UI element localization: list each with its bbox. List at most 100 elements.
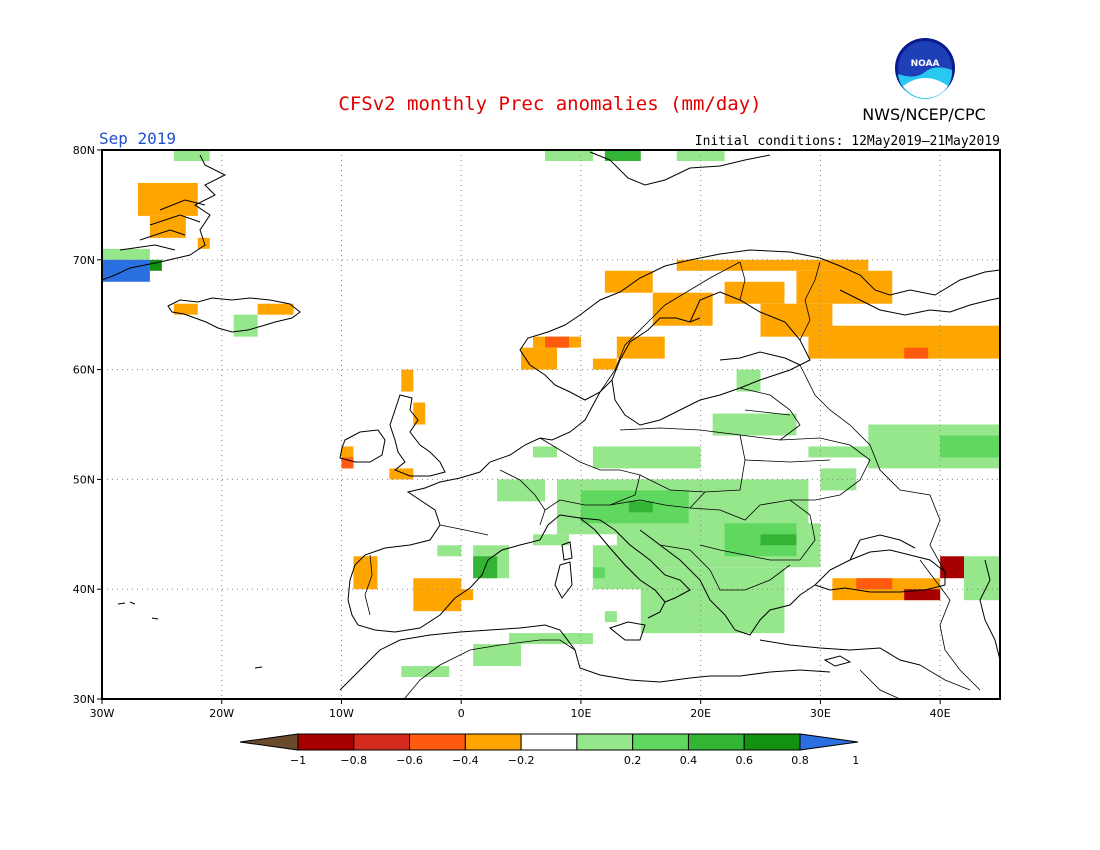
anomaly-region-0 [137,182,198,216]
lon-tick-label: 30E [810,707,831,720]
colorbar-bin [464,733,522,751]
anomaly-region-18 [545,336,569,348]
coastlines [102,151,1000,691]
border-finland-russia [799,261,821,341]
border-middle-east [859,664,971,699]
anomaly-region-39 [628,501,653,513]
anomaly-region-34 [940,556,965,579]
anomaly-region-64 [604,150,641,161]
sicily-coast [608,621,646,641]
anomaly-region-21 [592,358,617,370]
colorbar-bin [520,733,578,751]
colorbar-label: 0.6 [735,754,753,767]
anomaly-region-3 [173,150,210,161]
border-belarus-ukraine [739,434,871,501]
anomaly-region-33 [904,589,941,601]
anomaly-region-22 [904,347,929,359]
colorbar-label: 1 [852,754,859,767]
anomaly-region-8 [257,303,294,315]
cyprus-coast [823,655,852,667]
colorbar-bin [576,733,634,751]
agency-label: NWS/NCEP/CPC [862,105,986,124]
lon-tick-label: 10W [329,707,354,720]
colorbar-label: −1 [290,754,306,767]
anomaly-region-55 [497,479,546,502]
border-hungary-romania [689,499,816,561]
anomaly-region-54 [820,468,857,491]
greenland-fjords [119,199,206,251]
anomaly-region-52 [808,446,929,458]
anomaly-region-27 [389,468,414,480]
anomaly-region-58 [473,644,522,667]
anomaly-region-36 [592,446,701,469]
plot-frame [101,149,1001,700]
anomaly-region-11 [676,259,869,271]
corsica-coast [561,541,573,561]
month-label: Sep 2019 [99,129,176,148]
anomaly-region-53 [712,413,797,436]
colorbar-label: 0.4 [680,754,698,767]
border-norway-sweden [599,261,741,393]
anomaly-region-48 [437,545,462,557]
colorbar-bin [409,733,466,751]
anomaly-region-59 [401,666,450,678]
lat-tick-label: 40N [73,583,95,596]
anomaly-region-35 [964,556,1000,601]
anomaly-region-62 [509,633,593,645]
axes: 30N 40N 50N 60N 70N 80N 30W 20W 10W 0 10E 20E 30E 40E [73,144,951,720]
lon-tick-label: 0 [458,707,465,720]
anomaly-region-16 [796,270,893,304]
europe-west-coast [347,391,666,633]
border-russia [799,364,946,573]
atlantic-islands [117,601,263,669]
anomaly-region-4 [102,248,150,260]
border-turkey-east [919,559,981,691]
anomaly-region-30 [461,589,474,601]
anomaly-region-61 [604,611,617,623]
anomaly-region-29 [413,578,462,612]
italy-coast [579,517,691,603]
colorbar-label: −0.6 [396,754,423,767]
colorbar-arrow-low [239,733,299,751]
colorbar-arrow-high [799,733,859,751]
iceland-coast [167,297,301,333]
lat-tick-label: 50N [73,473,95,486]
caspian-coast [979,559,1000,661]
turkey-coast [759,639,921,666]
anomaly-region-42 [760,534,797,546]
colorbar-label: −0.8 [340,754,367,767]
great-britain-coast [389,394,446,477]
lat-tick-label: 80N [73,144,95,157]
lon-tick-label: 30W [90,707,115,720]
border-czech-austria [609,491,706,509]
anomaly-region-2 [197,237,210,249]
anomaly-region-9 [233,314,258,337]
adriatic-coast [639,529,816,636]
svalbard-coast [589,151,771,186]
anomaly-region-63 [545,150,593,161]
anomaly-region-7 [173,303,198,315]
border-france-east [499,469,546,526]
sardinia-coast [554,561,573,599]
colorbar-label: −0.2 [508,754,535,767]
greenland-coast [102,154,227,281]
anomaly-region-56 [533,446,557,458]
anomaly-region-10 [604,270,653,293]
political-borders [364,261,981,699]
anomaly-region-20 [616,336,665,359]
anomaly-region-49 [533,534,569,546]
lat-tick-label: 60N [73,364,95,377]
noaa-logo: NOAA [895,38,955,100]
colorbar-bin [743,733,801,751]
border-spain-portugal [364,554,373,616]
colorbar-label: 0.8 [791,754,809,767]
anomaly-region-23 [401,369,414,392]
border-sweden-finland [739,261,746,301]
scandinavia-coast [519,249,1000,386]
chart-title: CFSv2 monthly Prec anomalies (mm/day) [338,93,761,115]
white-sea-coast [839,289,1000,316]
lon-tick-label: 20E [690,707,711,720]
colorbar: −1 −0.8 −0.6 −0.4 −0.2 0.2 0.4 0.6 0.8 1 [239,733,859,767]
lat-tick-label: 30N [73,693,95,706]
